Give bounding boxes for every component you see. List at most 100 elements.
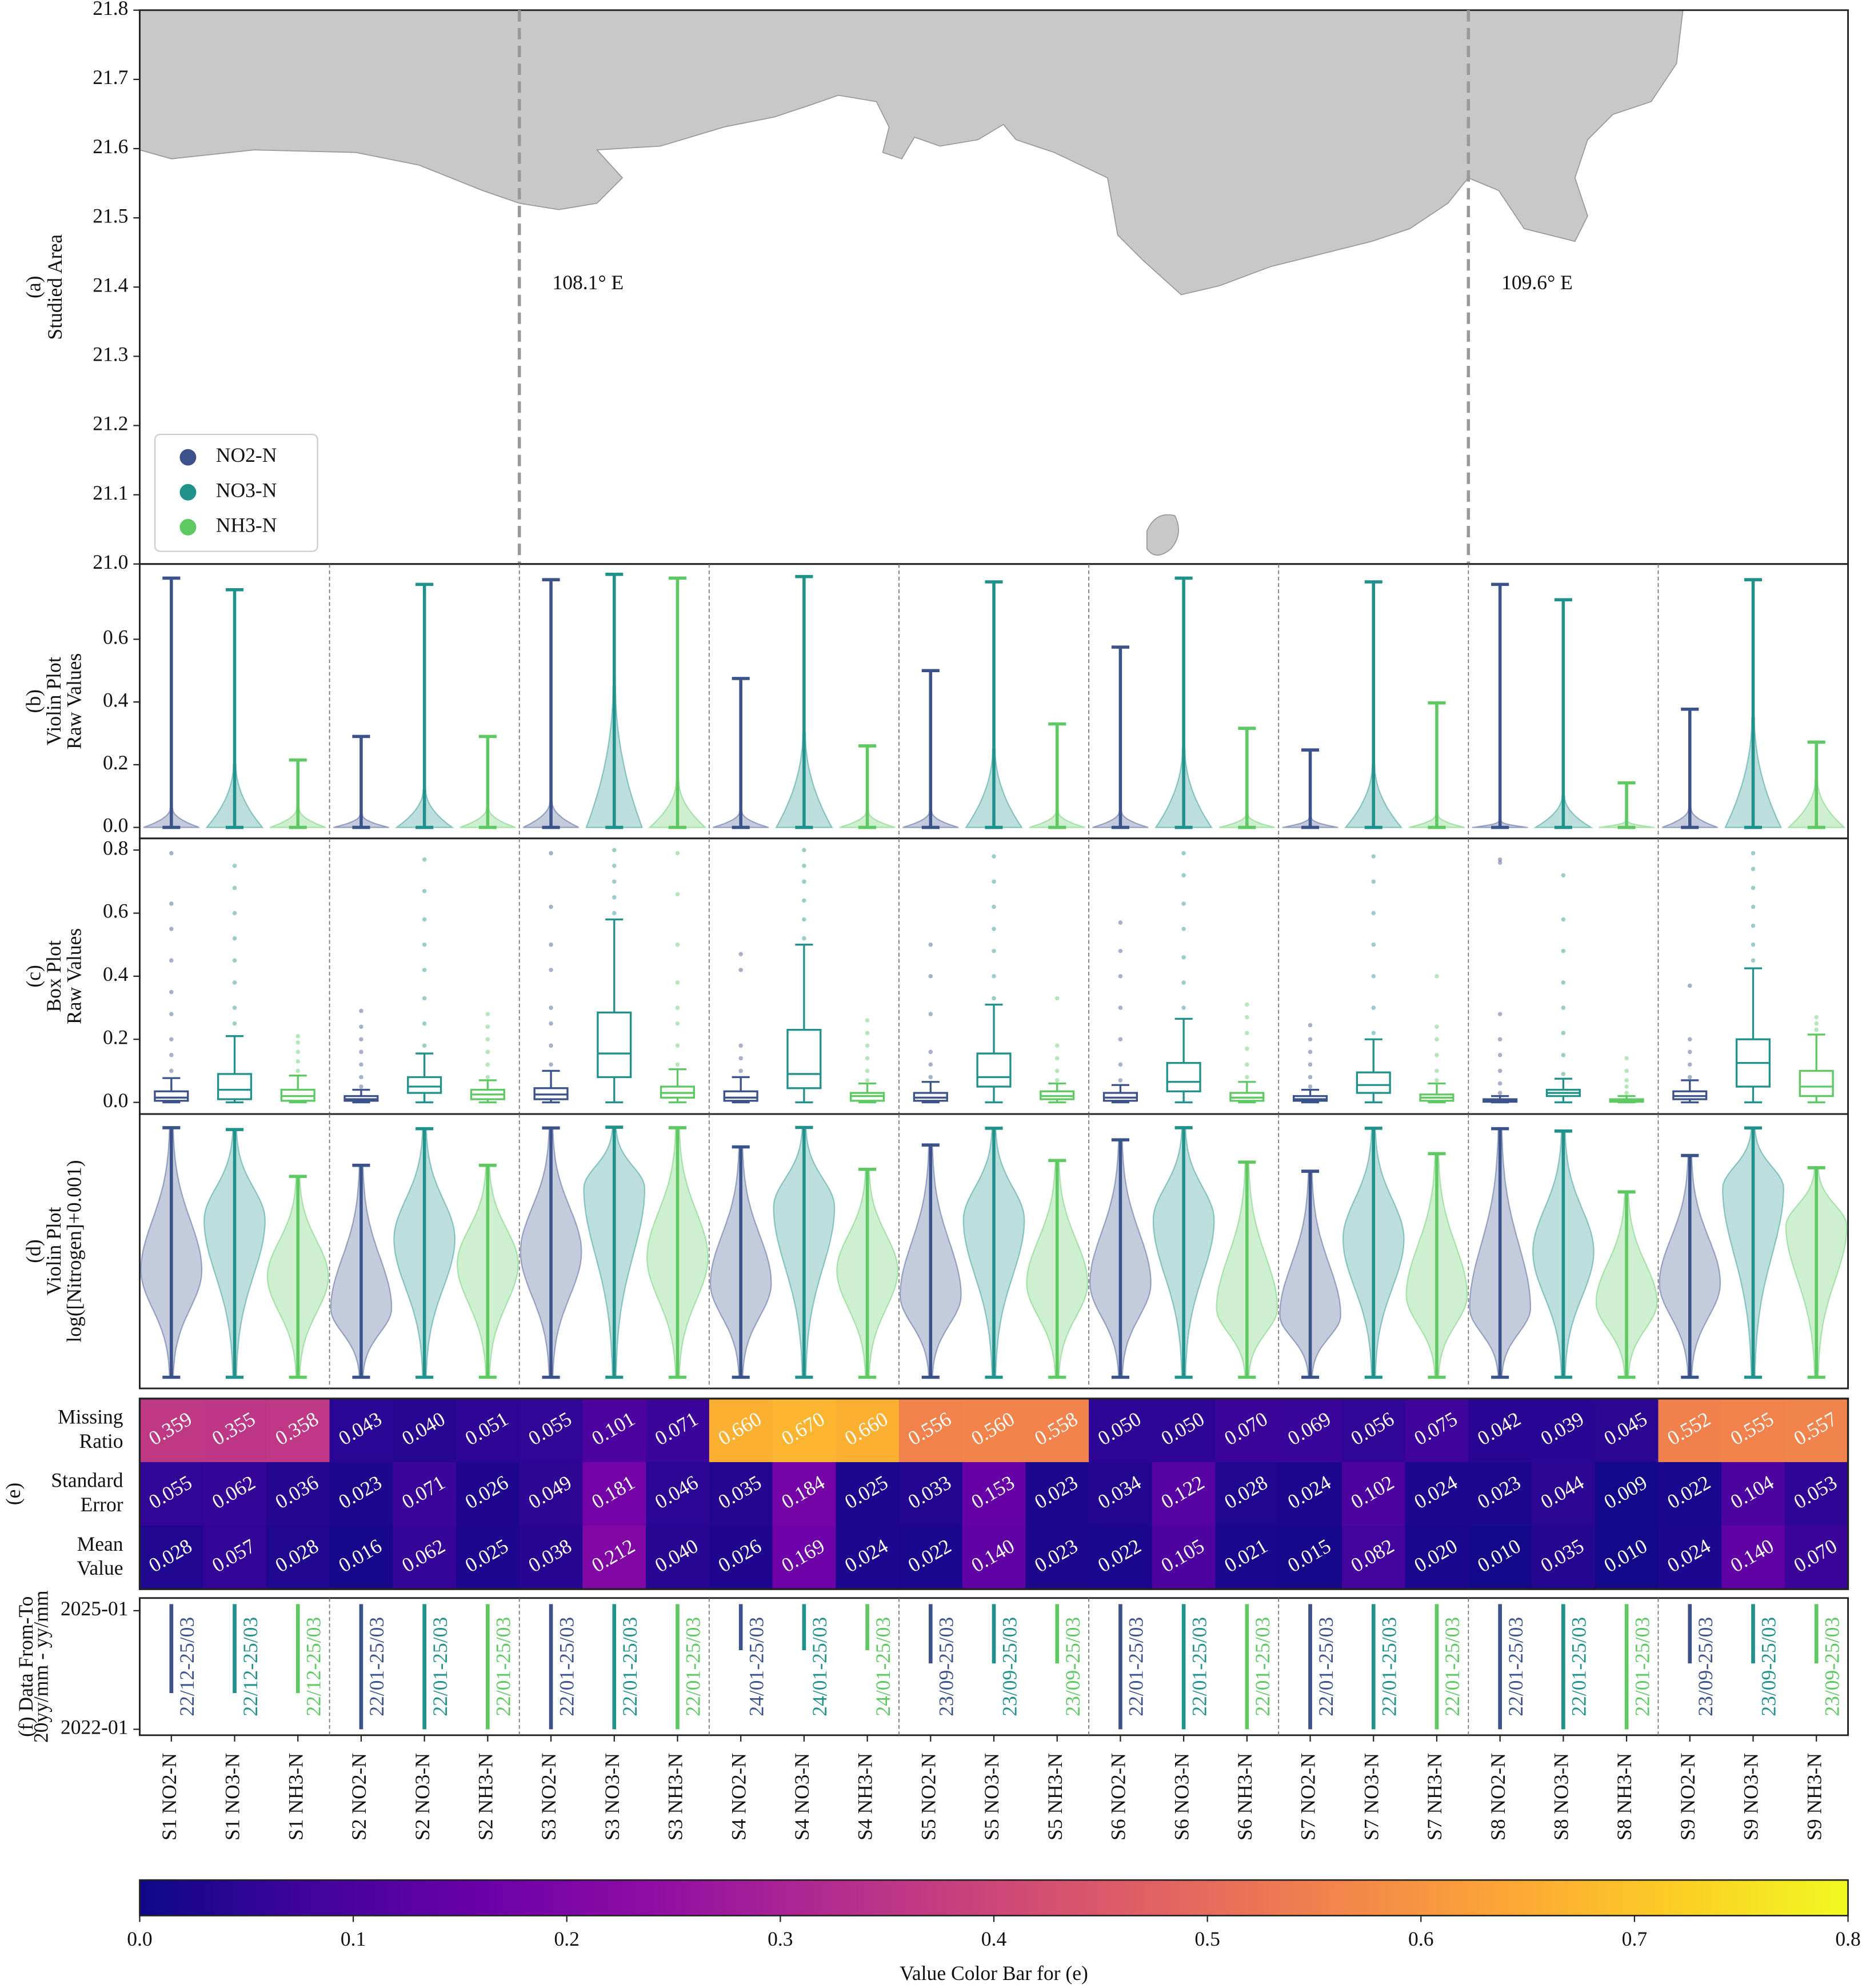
heat-cell: [1025, 1398, 1090, 1463]
heat-cell: [1152, 1526, 1216, 1590]
x-tick-label: S2 NO2-N: [347, 1753, 370, 1841]
outlier: [359, 1075, 363, 1080]
outlier: [1751, 958, 1756, 963]
heat-cell: [519, 1462, 584, 1527]
outlier: [359, 1008, 363, 1013]
heat-cell: [836, 1462, 900, 1527]
outlier: [1435, 1068, 1439, 1073]
heat-cell: [836, 1526, 900, 1590]
date-range-label: 22/01-25/03: [682, 1617, 705, 1716]
outlier: [1054, 1056, 1060, 1061]
heat-cell: [898, 1398, 963, 1463]
outlier: [1371, 879, 1376, 884]
y-tick-label: 0.4: [103, 688, 129, 711]
outlier: [1751, 867, 1756, 872]
heat-cell: [1215, 1526, 1280, 1590]
date-range-label: 24/01-25/03: [872, 1617, 894, 1716]
outlier: [549, 851, 553, 856]
heat-cell: [962, 1398, 1026, 1463]
outlier: [1181, 901, 1186, 906]
heat-cell: [1532, 1526, 1596, 1590]
x-tick-label: S4 NO3-N: [790, 1753, 813, 1841]
outlier: [1308, 1062, 1313, 1067]
outlier: [359, 1037, 363, 1042]
heat-cell: [1658, 1526, 1723, 1590]
outlier: [1118, 974, 1123, 979]
heat-cell: [1595, 1398, 1659, 1463]
outlier: [928, 974, 933, 979]
outlier: [1181, 980, 1186, 985]
x-tick-label: S3 NO3-N: [601, 1753, 624, 1841]
outlier: [485, 1062, 490, 1067]
outlier: [1814, 1027, 1819, 1032]
x-tick-label: S5 NO3-N: [980, 1753, 1003, 1841]
outlier: [1497, 1091, 1503, 1095]
outlier: [295, 1033, 301, 1039]
outlier: [1561, 1072, 1566, 1076]
outlier: [1245, 1047, 1249, 1051]
outlier: [549, 968, 553, 972]
x-tick-label: S6 NO3-N: [1170, 1753, 1193, 1841]
panel-label: (e): [2, 1483, 25, 1505]
outlier: [738, 968, 743, 972]
outlier: [549, 1005, 553, 1010]
date-range-label: 24/01-25/03: [808, 1617, 831, 1716]
outlier: [169, 1068, 174, 1073]
heat-cell: [1341, 1398, 1406, 1463]
outlier: [865, 1031, 870, 1035]
colorbar-tick-label: 0.3: [768, 1927, 793, 1950]
heat-cell: [1025, 1462, 1090, 1527]
heat-cell: [1278, 1526, 1343, 1590]
outlier: [1435, 974, 1439, 979]
outlier: [232, 936, 237, 941]
outlier: [359, 1049, 363, 1055]
heat-cell: [646, 1462, 710, 1527]
x-tick-label: S1 NH3-N: [284, 1753, 307, 1841]
y-tick-label: 21.3: [93, 343, 128, 366]
legend-box: [154, 433, 318, 552]
outlier: [295, 1040, 301, 1045]
outlier: [1561, 873, 1566, 878]
x-tick-label: S8 NO2-N: [1487, 1753, 1509, 1841]
date-range-label: 23/09-25/03: [1757, 1617, 1780, 1716]
outlier: [1624, 1084, 1629, 1089]
island: [1146, 514, 1179, 556]
outlier: [1308, 1037, 1313, 1042]
date-range-label: 23/09-25/03: [998, 1617, 1021, 1716]
legend-label: NH3-N: [216, 513, 277, 536]
heat-cell: [139, 1398, 204, 1463]
heat-cell: [709, 1398, 773, 1463]
outlier: [422, 917, 427, 922]
y-tick-label: 0.0: [103, 814, 128, 837]
outlier: [612, 879, 617, 884]
outlier: [1118, 948, 1123, 953]
heat-cell: [1721, 1398, 1785, 1463]
heat-cell: [329, 1526, 394, 1590]
outlier: [992, 948, 996, 953]
date-range-label: 24/01-25/03: [745, 1617, 768, 1716]
outlier: [232, 1005, 237, 1010]
outlier: [1624, 1091, 1629, 1095]
outlier: [675, 1062, 680, 1067]
y-tick-label: 0.8: [103, 836, 128, 859]
outlier: [1308, 1084, 1313, 1089]
outlier: [802, 898, 806, 903]
date-range-label: 22/01-25/03: [1568, 1617, 1591, 1716]
outlier: [738, 1056, 743, 1061]
outlier: [485, 1024, 490, 1029]
heat-cell: [1721, 1526, 1785, 1590]
outlier: [1751, 942, 1756, 947]
heat-cell: [709, 1526, 773, 1590]
outlier: [422, 942, 427, 947]
y-tick-label: 0.2: [103, 751, 128, 774]
outlier: [1054, 1043, 1060, 1048]
outlier: [422, 1043, 427, 1048]
heat-cell: [203, 1398, 267, 1463]
outlier: [865, 1056, 870, 1061]
outlier: [1624, 1068, 1629, 1073]
y-axis-label: (d): [22, 1239, 45, 1263]
date-range-label: 22/01-25/03: [1125, 1617, 1148, 1716]
heat-cell: [709, 1462, 773, 1527]
